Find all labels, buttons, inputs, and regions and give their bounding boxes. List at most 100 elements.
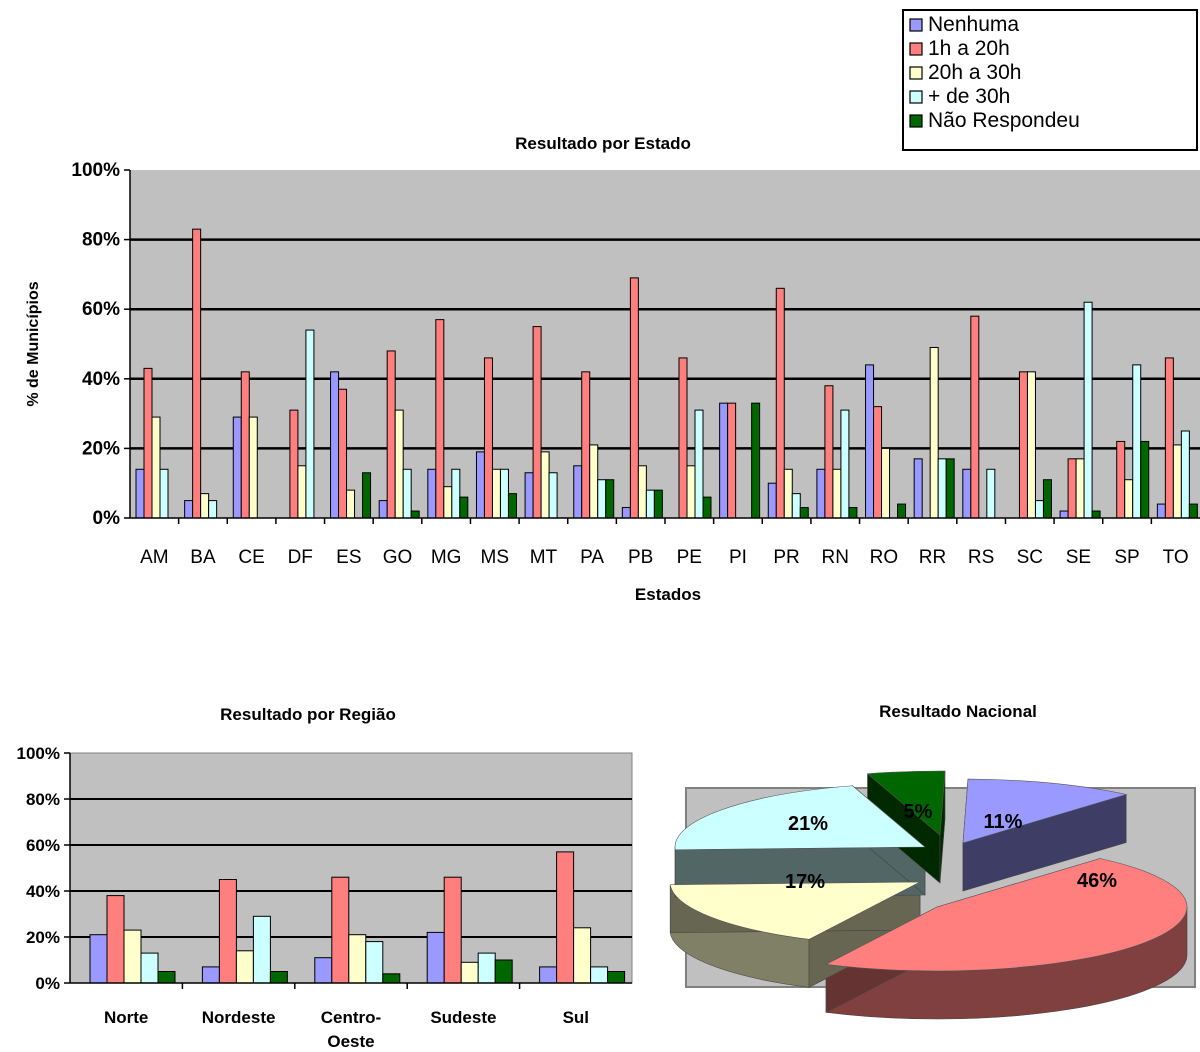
c1-category-label: AM bbox=[140, 547, 169, 568]
c2-bar-sul-1h-a-20h bbox=[556, 851, 575, 984]
c1-ytick-label: 0% bbox=[93, 508, 121, 529]
c1-category-label: ES bbox=[336, 547, 361, 568]
c1-category-label: PA bbox=[580, 547, 604, 568]
c1-bar-mg-nao-respondeu bbox=[459, 496, 469, 519]
c2-bar-nordeste-de-30h bbox=[252, 915, 271, 984]
c1-bar-go-nao-respondeu bbox=[410, 510, 420, 519]
c1-bar-sp-1h-a-20h bbox=[1116, 440, 1126, 519]
c1-category-label: DF bbox=[288, 547, 313, 568]
c2-bar-sudeste-nao-respondeu bbox=[494, 959, 513, 984]
c1-bar-df-1h-a-20h bbox=[289, 409, 299, 519]
c2-bar-nordeste-nenhuma bbox=[201, 966, 220, 984]
c2-bar-sudeste-1h-a-20h bbox=[443, 876, 462, 984]
state-chart-ylabel: % de Municípios bbox=[25, 281, 42, 406]
c1-bar-rn-1h-a-20h bbox=[824, 385, 834, 519]
c1-bar-pi-1h-a-20h bbox=[727, 402, 737, 519]
c1-bar-ro-nenhuma bbox=[865, 364, 875, 519]
c1-category-label: GO bbox=[383, 547, 413, 568]
c1-bar-ms-de-30h bbox=[499, 468, 509, 519]
c1-bar-es-nenhuma bbox=[330, 371, 340, 519]
c1-ytick-label: 80% bbox=[82, 230, 120, 251]
c1-bar-ba-nenhuma bbox=[184, 500, 194, 519]
c1-bar-rr-de-30h bbox=[937, 458, 947, 519]
c1-bar-pr-nenhuma bbox=[767, 482, 777, 519]
legend-label-20h-a-30h: 20h a 30h bbox=[928, 61, 1021, 84]
c1-bar-rn-nao-respondeu bbox=[848, 507, 858, 519]
c2-bar-sudeste-nenhuma bbox=[426, 931, 445, 984]
c2-bar-nordeste-1h-a-20h bbox=[218, 879, 237, 984]
region-chart-title: Resultado por Região bbox=[220, 705, 396, 724]
c1-bar-pi-nao-respondeu bbox=[751, 402, 761, 519]
c1-bar-pb-nao-respondeu bbox=[653, 489, 663, 519]
state-chart: Resultado por Estado 0%20%40%60%80%100% … bbox=[25, 134, 1200, 604]
c1-bar-am-1h-a-20h bbox=[143, 367, 153, 519]
national-chart: Resultado Nacional 11% 46% 17% 21% 5% bbox=[669, 702, 1196, 1020]
c1-category-label: RS bbox=[968, 547, 994, 568]
c2-bar-norte-1h-a-20h bbox=[106, 895, 125, 984]
c2-bar-centro-oeste-nenhuma bbox=[314, 957, 333, 984]
c1-bar-rn-de-30h bbox=[840, 409, 850, 519]
c1-category-label: CE bbox=[238, 547, 264, 568]
c1-bar-mt-1h-a-20h bbox=[532, 326, 542, 519]
c2-bar-nordeste-20h-a-30h bbox=[235, 950, 254, 984]
c2-bar-sul-nao-respondeu bbox=[607, 971, 626, 984]
c2-bar-sudeste-20h-a-30h bbox=[460, 961, 479, 984]
c2-bar-sul-de-30h bbox=[590, 966, 609, 984]
pie-label-20h-a-30h: 17% bbox=[785, 871, 825, 893]
c1-bar-ba-20h-a-30h bbox=[200, 493, 210, 519]
c1-bar-pa-de-30h bbox=[597, 479, 607, 519]
pie-label-nenhuma: 11% bbox=[984, 811, 1023, 833]
c1-bar-mg-1h-a-20h bbox=[435, 319, 445, 519]
c1-bar-pb-de-30h bbox=[645, 489, 655, 519]
c2-category-label: Centro- bbox=[321, 1008, 381, 1027]
national-chart-title: Resultado Nacional bbox=[879, 702, 1037, 721]
c1-bar-am-de-30h bbox=[159, 468, 169, 519]
c2-ytick-label: 100% bbox=[17, 744, 60, 763]
c1-category-label: BA bbox=[190, 547, 216, 568]
c1-bar-ce-20h-a-30h bbox=[248, 416, 258, 519]
c2-category-label: Norte bbox=[104, 1008, 148, 1027]
pie-slice-nenhuma bbox=[962, 778, 1128, 844]
region-chart: Resultado por Região 0%20%40%60%80%100% … bbox=[17, 705, 633, 1051]
c1-bar-df-de-30h bbox=[305, 329, 315, 519]
c1-bar-rn-20h-a-30h bbox=[832, 468, 842, 519]
c1-bar-pa-nenhuma bbox=[573, 465, 583, 519]
c1-bar-rr-20h-a-30h bbox=[929, 346, 939, 519]
pie-label-de-30h: 21% bbox=[788, 813, 828, 835]
c1-category-label: TO bbox=[1163, 547, 1189, 568]
c1-bar-df-20h-a-30h bbox=[297, 465, 307, 519]
c1-bar-ro-20h-a-30h bbox=[881, 447, 891, 519]
c2-ytick-label: 0% bbox=[35, 974, 60, 993]
c1-bar-mg-de-30h bbox=[451, 468, 461, 519]
c1-bar-to-1h-a-20h bbox=[1164, 357, 1174, 519]
c1-category-label: RR bbox=[919, 547, 946, 568]
c2-bar-norte-nao-respondeu bbox=[157, 971, 176, 984]
c1-bar-ro-1h-a-20h bbox=[873, 406, 883, 519]
c2-bar-centro-oeste-20h-a-30h bbox=[348, 934, 367, 984]
c1-ytick-label: 100% bbox=[71, 160, 120, 181]
c1-bar-am-nenhuma bbox=[135, 468, 145, 519]
c2-bar-norte-nenhuma bbox=[89, 934, 108, 984]
c1-bar-mt-20h-a-30h bbox=[540, 451, 550, 519]
c1-category-label: SP bbox=[1114, 547, 1139, 568]
c1-bar-se-nao-respondeu bbox=[1091, 510, 1101, 519]
c1-bar-se-de-30h bbox=[1083, 301, 1093, 519]
c1-bar-rs-nenhuma bbox=[962, 468, 972, 519]
c1-bar-sc-de-30h bbox=[1034, 500, 1044, 519]
c1-bar-se-20h-a-30h bbox=[1075, 458, 1085, 519]
c2-category-label: Oeste bbox=[327, 1032, 374, 1051]
c1-category-label: MG bbox=[431, 547, 462, 568]
c1-bar-es-1h-a-20h bbox=[338, 388, 348, 519]
c1-bar-pa-nao-respondeu bbox=[605, 479, 615, 519]
pie-label-nao-respondeu: 5% bbox=[904, 801, 933, 823]
c1-bar-rs-1h-a-20h bbox=[970, 315, 980, 519]
legend-frame bbox=[902, 9, 1198, 151]
c1-bar-pb-1h-a-20h bbox=[629, 277, 639, 519]
c1-bar-pb-20h-a-30h bbox=[637, 465, 647, 519]
legend-label-de-30h: + de 30h bbox=[928, 85, 1010, 108]
c1-bar-rr-nenhuma bbox=[913, 458, 923, 519]
c1-bar-pe-nao-respondeu bbox=[702, 496, 712, 519]
c2-ytick-label: 40% bbox=[26, 882, 60, 901]
